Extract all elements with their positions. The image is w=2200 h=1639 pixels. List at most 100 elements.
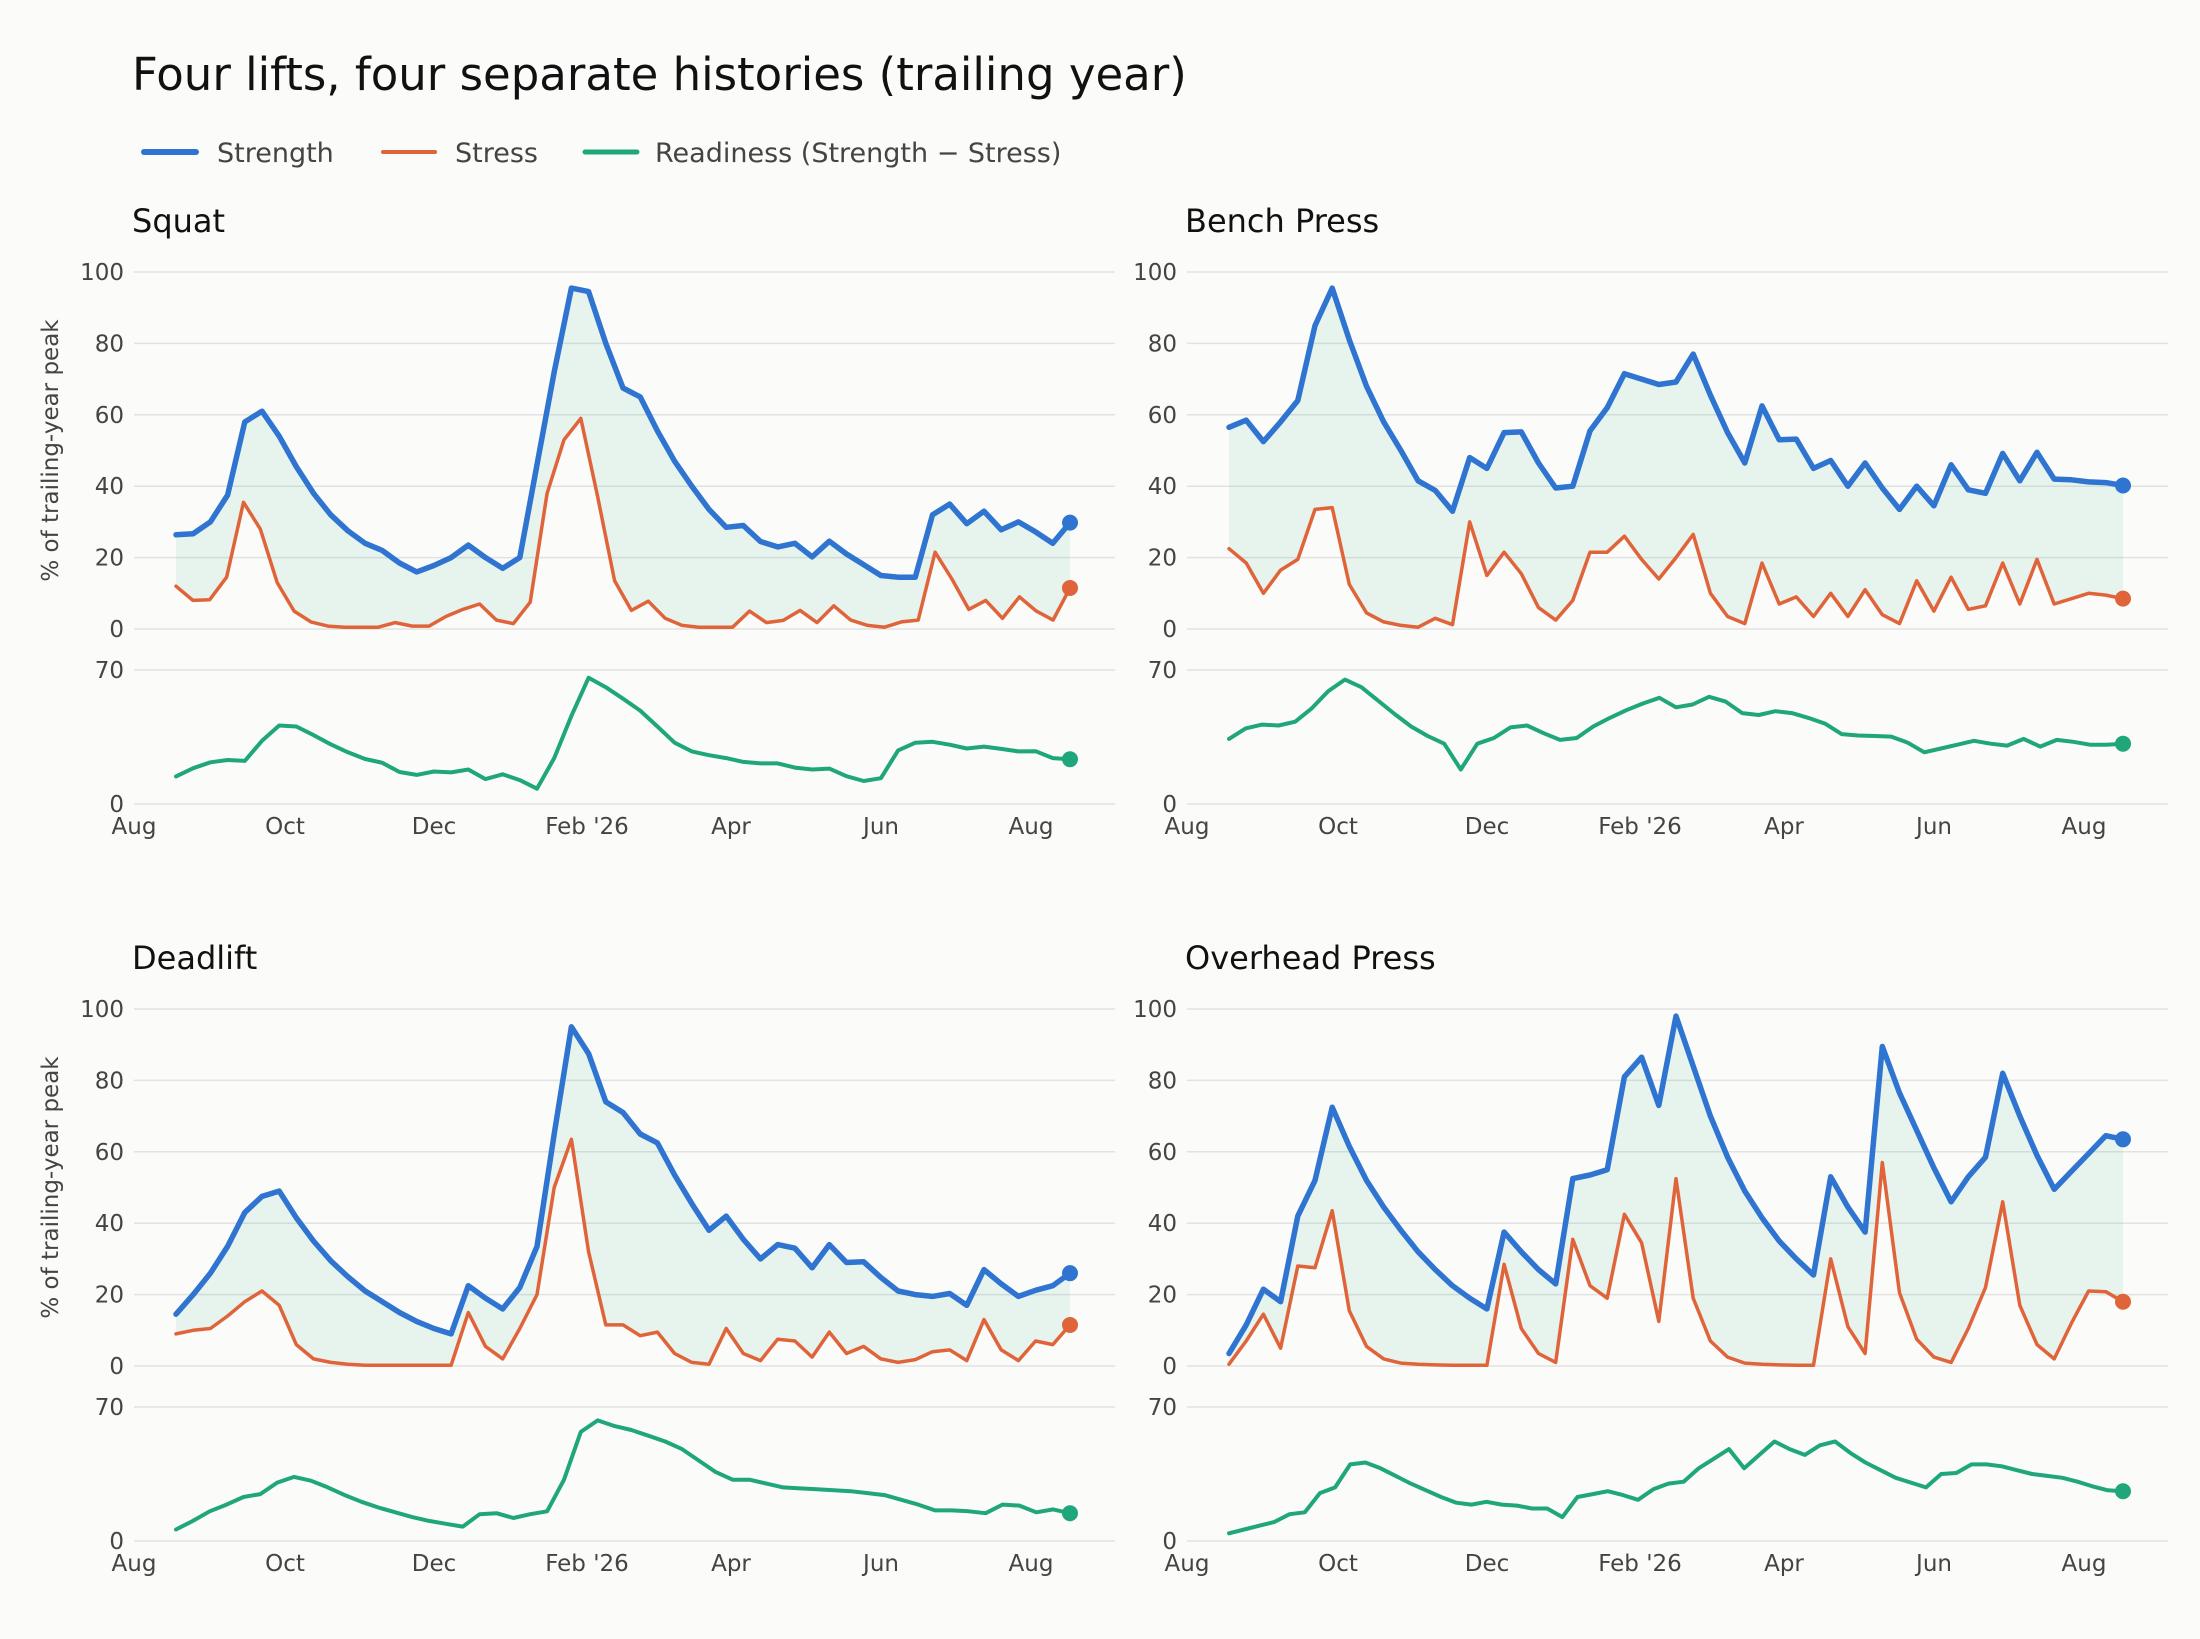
- legend-label-readiness: Readiness (Strength − Stress): [655, 138, 1061, 169]
- legend-item-stress: Stress: [381, 138, 538, 169]
- y-tick-label: 0: [109, 1529, 124, 1555]
- strength-endpoint: [1062, 514, 1078, 531]
- x-tick-label: Feb '26: [1598, 1551, 1682, 1577]
- y-tick-label: 70: [95, 658, 124, 684]
- readiness-endpoint: [2115, 735, 2131, 752]
- y-tick-label: 20: [1148, 546, 1177, 572]
- y-tick-label: 0: [1162, 1529, 1177, 1555]
- strength-endpoint: [2115, 477, 2131, 494]
- y-tick-label: 100: [1133, 997, 1177, 1023]
- x-tick-label: Oct: [1318, 814, 1358, 840]
- y-tick-label: 60: [95, 1140, 124, 1166]
- x-tick-label: Feb '26: [1598, 814, 1682, 840]
- stress-line: [174, 416, 1072, 629]
- x-tick-label: Jun: [1914, 814, 1952, 840]
- x-tick-label: Dec: [1465, 1551, 1510, 1577]
- readiness-endpoint: [2115, 1483, 2131, 1500]
- x-tick-label: Aug: [1009, 1551, 1054, 1577]
- x-tick-label: Oct: [265, 814, 305, 840]
- x-tick-label: Feb '26: [545, 814, 629, 840]
- x-tick-label: Dec: [412, 814, 457, 840]
- x-tick-label: Jun: [1914, 1551, 1952, 1577]
- stress-endpoint: [1062, 579, 1078, 596]
- x-tick-label: Dec: [412, 1551, 457, 1577]
- x-tick-label: Aug: [1165, 814, 1210, 840]
- readiness-band: [176, 1026, 1070, 1366]
- readiness-line: [1227, 1439, 2125, 1536]
- legend-item-strength: Strength: [141, 138, 334, 169]
- y-tick-label: 0: [109, 792, 124, 818]
- strength-endpoint: [1062, 1265, 1078, 1282]
- strength-line: [1226, 285, 2126, 514]
- y-tick-label: 40: [1148, 474, 1177, 500]
- stress-line: [1227, 505, 2125, 629]
- y-tick-label: 0: [1162, 617, 1177, 643]
- y-tick-label: 80: [95, 1068, 124, 1094]
- panel-bench-press: Bench Press 0 20 40 60 80 100 0 70 Aug Oct Dec Feb '…: [1133, 202, 2168, 840]
- y-axis-label: % of trailing-year peak: [38, 319, 64, 582]
- strength-line: [173, 285, 1073, 580]
- x-tick-label: Jun: [861, 814, 899, 840]
- readiness-band: [1229, 288, 2123, 628]
- panel-title-deadlift: Deadlift: [132, 939, 257, 977]
- y-tick-label: 100: [80, 260, 124, 286]
- strength-endpoint: [2115, 1131, 2131, 1148]
- stress-line: [1227, 1160, 2125, 1368]
- x-tick-label: Apr: [1764, 1551, 1804, 1577]
- y-tick-label: 80: [95, 331, 124, 357]
- y-tick-label: 100: [1133, 260, 1177, 286]
- x-tick-label: Apr: [711, 1551, 751, 1577]
- y-tick-label: 60: [1148, 1140, 1177, 1166]
- stress-endpoint: [2115, 590, 2131, 607]
- x-tick-label: Aug: [1009, 814, 1054, 840]
- readiness-line: [174, 1418, 1072, 1532]
- y-axis-label: % of trailing-year peak: [38, 1056, 64, 1319]
- panel-squat: Squat 0 20 40 60 80 100 0 70 Aug Oct Dec Feb '26 Apr J…: [38, 202, 1115, 840]
- panel-title-bench-press: Bench Press: [1185, 202, 1379, 240]
- legend-item-readiness: Readiness (Strength − Stress): [582, 138, 1061, 169]
- x-tick-label: Aug: [112, 814, 157, 840]
- panels: Squat 0 20 40 60 80 100 0 70 Aug Oct Dec Feb '26 Apr J…: [38, 202, 2168, 1577]
- x-tick-label: Oct: [265, 1551, 305, 1577]
- readiness-endpoint: [1062, 751, 1078, 768]
- panel-deadlift: Deadlift 0 20 40 60 80 100 0 70 Aug Oct Dec Feb '26 A…: [38, 939, 1115, 1577]
- x-tick-label: Dec: [1465, 814, 1510, 840]
- x-tick-label: Aug: [2062, 814, 2107, 840]
- readiness-endpoint: [1062, 1505, 1078, 1522]
- y-tick-label: 80: [1148, 331, 1177, 357]
- y-tick-label: 0: [1162, 1354, 1177, 1380]
- readiness-band: [1229, 1016, 2123, 1366]
- y-tick-label: 0: [109, 617, 124, 643]
- legend: Strength Stress Readiness (Strength − St…: [141, 138, 1061, 169]
- x-tick-label: Aug: [2062, 1551, 2107, 1577]
- readiness-line: [174, 675, 1072, 791]
- readiness-band: [176, 288, 1070, 628]
- y-tick-label: 40: [1148, 1211, 1177, 1237]
- stress-endpoint: [2115, 1293, 2131, 1310]
- y-tick-label: 70: [95, 1395, 124, 1421]
- y-tick-label: 0: [109, 1354, 124, 1380]
- y-tick-label: 70: [1148, 1395, 1177, 1421]
- y-tick-label: 40: [95, 1211, 124, 1237]
- y-tick-label: 70: [1148, 658, 1177, 684]
- chart-title: Four lifts, four separate histories (tra…: [132, 48, 1187, 101]
- y-tick-label: 20: [95, 546, 124, 572]
- strength-line: [1226, 1013, 2126, 1357]
- legend-label-stress: Stress: [455, 138, 538, 169]
- x-tick-label: Aug: [1165, 1551, 1210, 1577]
- x-tick-label: Oct: [1318, 1551, 1358, 1577]
- y-tick-label: 60: [1148, 403, 1177, 429]
- x-tick-label: Jun: [861, 1551, 899, 1577]
- stress-line: [174, 1137, 1072, 1368]
- x-tick-label: Aug: [112, 1551, 157, 1577]
- stress-endpoint: [1062, 1316, 1078, 1333]
- y-tick-label: 40: [95, 474, 124, 500]
- legend-label-strength: Strength: [217, 138, 334, 169]
- strength-line: [173, 1024, 1073, 1337]
- x-tick-label: Apr: [711, 814, 751, 840]
- panel-overhead-press: Overhead Press 0 20 40 60 80 100 0 70 Aug Oct Dec Fe…: [1133, 939, 2168, 1577]
- y-tick-label: 60: [95, 403, 124, 429]
- panel-title-squat: Squat: [132, 202, 225, 240]
